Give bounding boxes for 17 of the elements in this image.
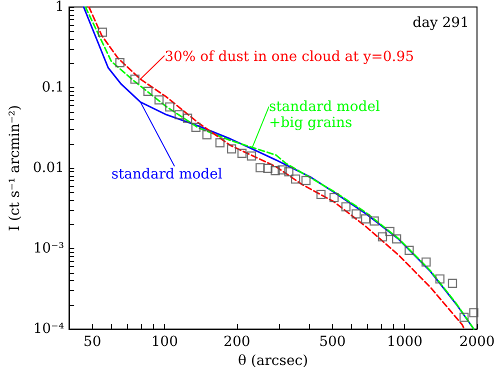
x-tick-label: 1000 <box>386 334 423 350</box>
x-tick-label: 2000 <box>459 334 495 350</box>
y-tick-label: 1 <box>55 0 64 15</box>
y-axis-title: I (ct s⁻¹ arcmin⁻²) <box>7 104 23 232</box>
annotation: day 291 <box>412 15 469 31</box>
y-tick-label: 0.1 <box>42 80 64 96</box>
x-tick-label: 200 <box>224 334 250 350</box>
text: standard model <box>111 166 223 182</box>
series-label: 30% of dust in one cloud at y=0.95 <box>164 49 414 66</box>
y-tick-label: 10⁻⁴ <box>33 321 64 338</box>
y-tick-label: 0.01 <box>32 160 64 176</box>
x-tick-label: 100 <box>151 334 178 350</box>
x-axis-title: θ (arcsec) <box>238 353 308 369</box>
y-tick-label: 10⁻³ <box>33 240 64 257</box>
x-tick-label: 500 <box>319 334 346 350</box>
series-label: standard model +big grains <box>268 99 384 132</box>
x-tick-label: 50 <box>83 334 102 350</box>
